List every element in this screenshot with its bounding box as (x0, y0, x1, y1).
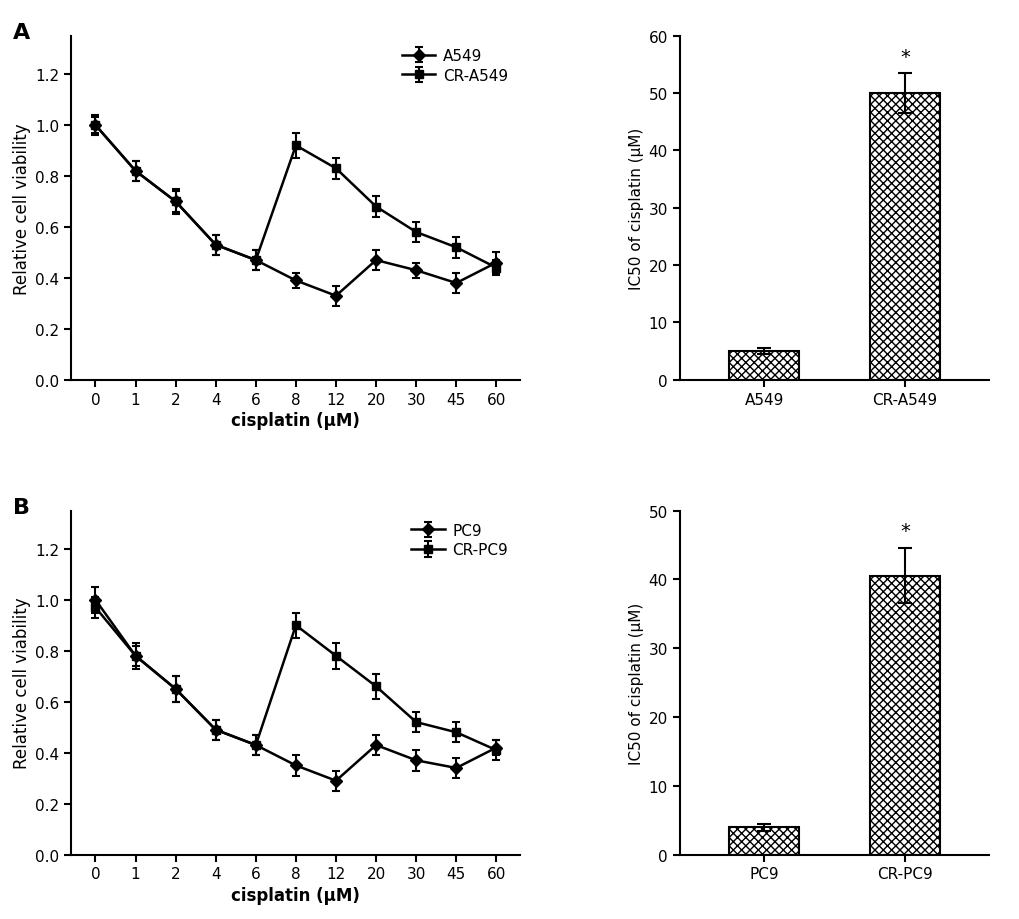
Y-axis label: Relative cell viability: Relative cell viability (13, 597, 32, 768)
Y-axis label: IC50 of cisplatin (μM): IC50 of cisplatin (μM) (629, 602, 644, 764)
Text: *: * (899, 522, 909, 540)
Bar (869, 94, 940, 380)
Y-axis label: IC50 of cisplatin (μM): IC50 of cisplatin (μM) (629, 128, 644, 289)
Text: A: A (13, 23, 31, 43)
Text: *: * (899, 48, 909, 67)
Bar (729, 827, 799, 855)
X-axis label: cisplatin (μM): cisplatin (μM) (231, 886, 360, 903)
Bar (869, 576, 940, 855)
Legend: PC9, CR-PC9: PC9, CR-PC9 (407, 518, 513, 562)
Bar (729, 352, 799, 380)
Text: B: B (13, 497, 30, 517)
Y-axis label: Relative cell viability: Relative cell viability (13, 123, 32, 294)
X-axis label: cisplatin (μM): cisplatin (μM) (231, 412, 360, 429)
Legend: A549, CR-A549: A549, CR-A549 (396, 44, 513, 88)
